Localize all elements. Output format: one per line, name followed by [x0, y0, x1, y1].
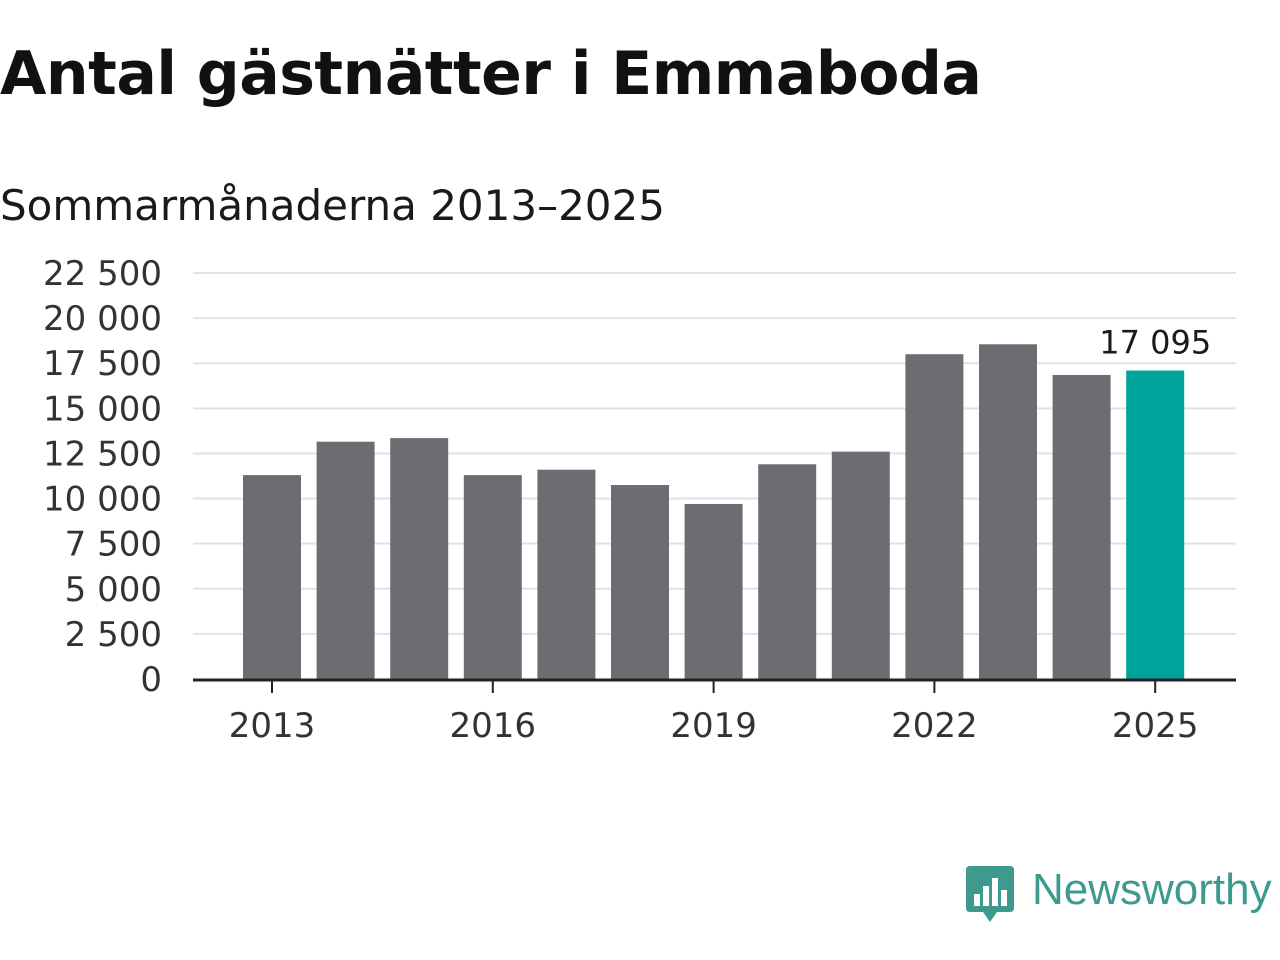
y-tick-label: 7 500 [65, 525, 162, 565]
y-tick-label: 20 000 [43, 299, 162, 339]
newsworthy-logo-icon [966, 866, 1014, 922]
bar-2019 [684, 503, 743, 679]
x-tick-label: 2016 [450, 706, 537, 746]
bar-2020 [758, 464, 817, 679]
bar-2023 [979, 344, 1037, 679]
data-labels: 17 095 [1099, 324, 1211, 362]
x-tick-label: 2022 [891, 706, 978, 746]
x-tick-label: 2025 [1112, 706, 1199, 746]
y-tick-label: 2 500 [65, 615, 162, 655]
bar-2013 [243, 475, 301, 679]
y-tick-label: 5 000 [65, 570, 162, 610]
bar-2022 [905, 354, 964, 679]
bar-2024 [1052, 374, 1111, 679]
chart-subtitle: Sommarmånaderna 2013–2025 [0, 181, 665, 230]
y-tick-label: 0 [140, 660, 162, 700]
brand-name: Newsworthy [1032, 865, 1272, 914]
x-axis: 2013 2016 2019 2022 2025 [193, 678, 1236, 746]
y-tick-label: 22 500 [43, 254, 162, 294]
bar-2017 [537, 469, 596, 679]
x-tick-label: 2013 [229, 706, 316, 746]
bar-2021 [831, 451, 890, 679]
bar-2014 [316, 441, 375, 679]
bar-2018 [611, 485, 669, 679]
x-tick-label: 2019 [670, 706, 757, 746]
y-tick-label: 17 500 [43, 344, 162, 384]
chart-title: Antal gästnätter i Emmaboda [0, 39, 982, 109]
y-axis-labels: 0 2 500 5 000 7 500 10 000 12 500 15 000 17 500… [43, 254, 162, 700]
bar-2016 [463, 475, 522, 679]
data-label: 17 095 [1099, 324, 1211, 362]
bar-2015 [390, 438, 449, 679]
y-tick-label: 15 000 [43, 389, 162, 429]
bars [243, 344, 1185, 679]
y-tick-label: 10 000 [43, 480, 162, 520]
bar-2025 [1126, 370, 1185, 679]
newsworthy-brand: Newsworthy [964, 864, 1280, 930]
y-tick-label: 12 500 [43, 434, 162, 474]
